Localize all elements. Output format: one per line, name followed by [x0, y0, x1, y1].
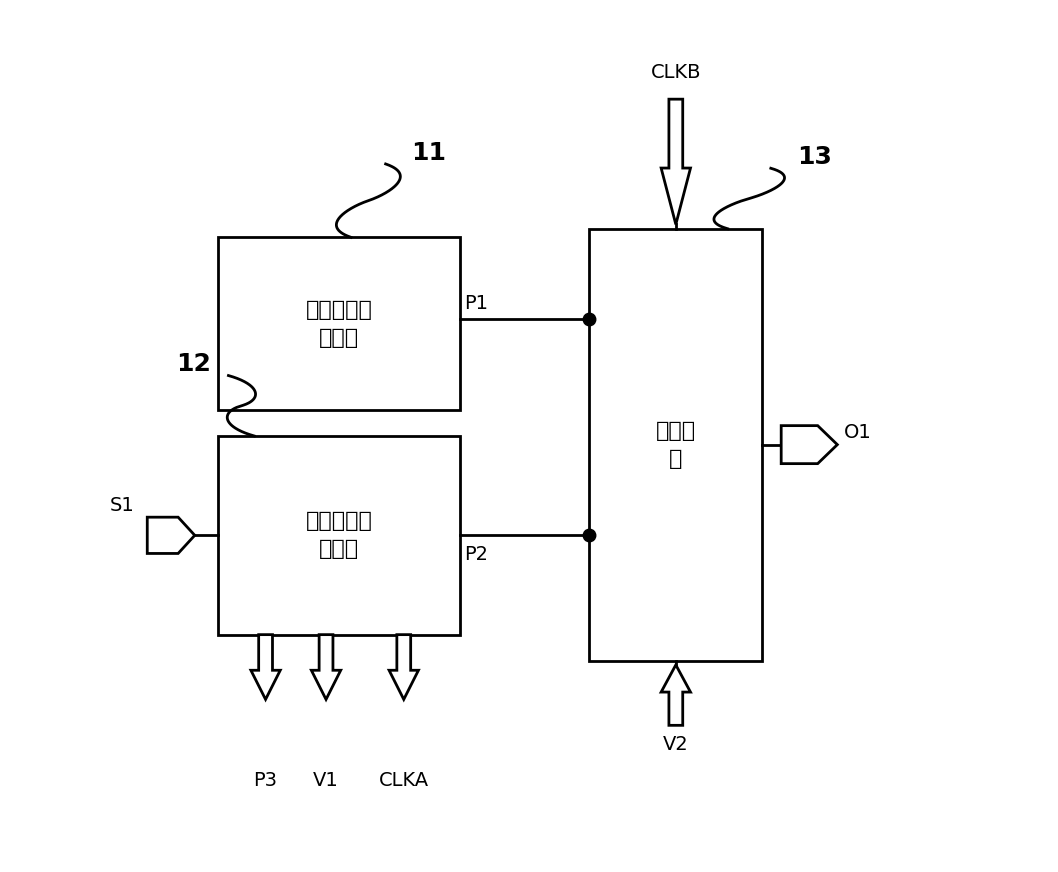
- Text: P2: P2: [464, 544, 488, 563]
- Polygon shape: [781, 426, 837, 464]
- Polygon shape: [661, 99, 691, 224]
- Text: 12: 12: [177, 352, 212, 376]
- Bar: [218, 436, 460, 635]
- Polygon shape: [311, 635, 341, 699]
- Text: 第二节点控
制电路: 第二节点控 制电路: [306, 511, 372, 559]
- Text: CLKB: CLKB: [651, 63, 701, 82]
- Polygon shape: [251, 635, 280, 699]
- Bar: [218, 237, 460, 410]
- Text: S1: S1: [110, 496, 134, 515]
- Text: 第一节点控
制电路: 第一节点控 制电路: [306, 300, 372, 348]
- Text: V1: V1: [313, 771, 339, 790]
- Text: O1: O1: [844, 423, 872, 442]
- Text: P3: P3: [254, 771, 277, 790]
- Polygon shape: [147, 517, 195, 554]
- Text: 输出电
路: 输出电 路: [656, 420, 696, 468]
- Text: 11: 11: [412, 140, 446, 165]
- Polygon shape: [389, 635, 419, 699]
- Polygon shape: [661, 664, 691, 726]
- Bar: [589, 228, 762, 661]
- Text: 13: 13: [797, 145, 832, 169]
- Text: P1: P1: [464, 294, 488, 313]
- Text: CLKA: CLKA: [379, 771, 428, 790]
- Text: V2: V2: [663, 734, 689, 753]
